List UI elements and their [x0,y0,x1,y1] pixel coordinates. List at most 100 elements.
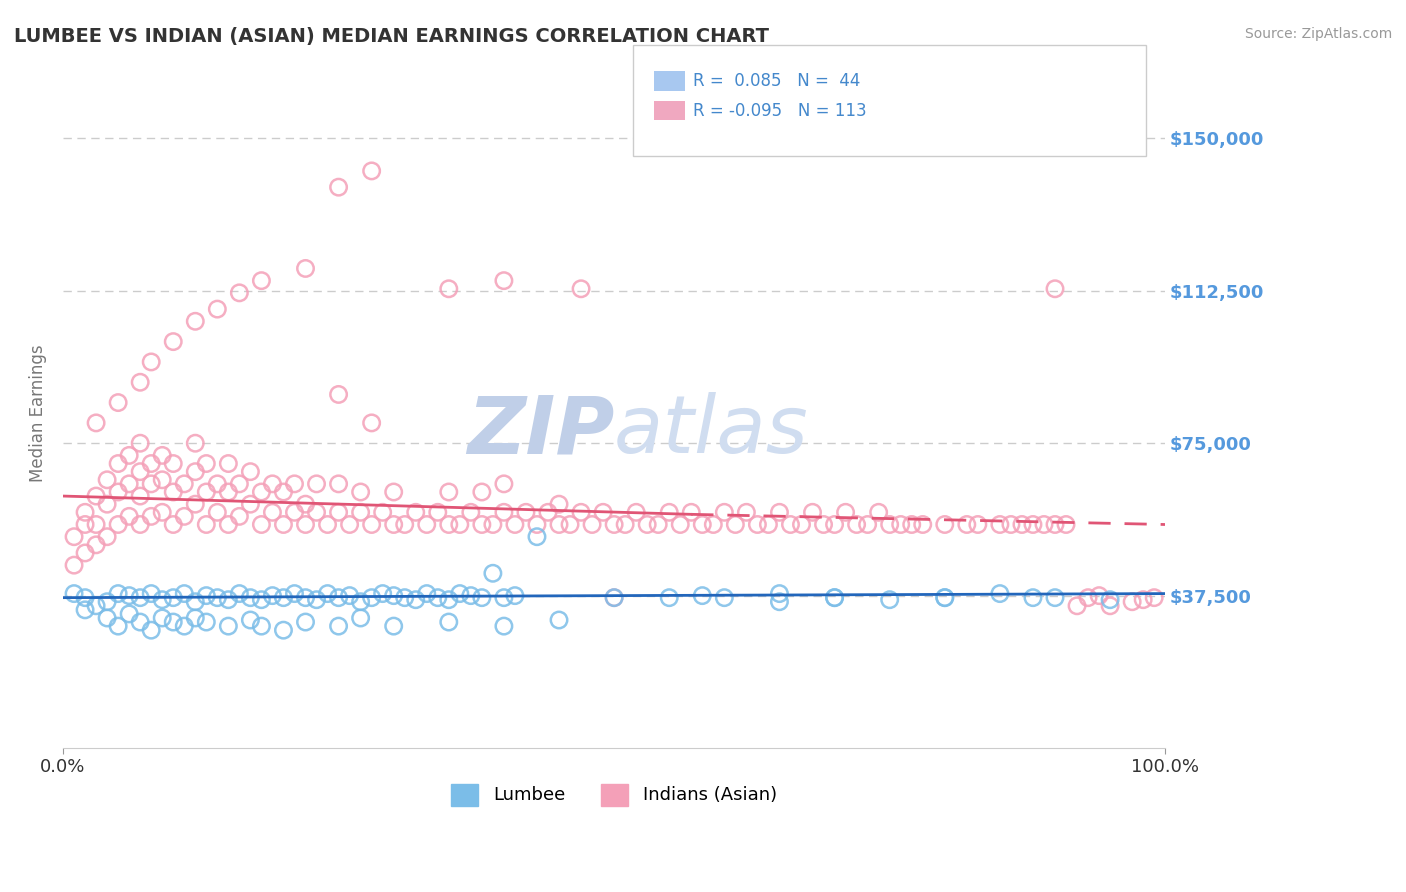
Point [879,592,901,607]
Point [173,476,195,491]
Point [217,592,239,607]
Point [162,485,184,500]
Point [207,476,229,491]
Point [681,505,703,519]
Point [394,591,416,605]
Point [813,517,835,532]
Point [548,497,571,511]
Point [868,505,890,519]
Point [294,615,316,629]
Point [129,376,152,390]
Point [371,505,394,519]
Point [1043,591,1066,605]
Point [173,619,195,633]
Point [856,517,879,532]
Point [328,180,350,194]
Point [316,586,339,600]
Point [437,615,460,629]
Point [273,485,295,500]
Point [349,505,371,519]
Point [437,517,460,532]
Point [360,517,382,532]
Point [184,595,207,609]
Point [471,485,494,500]
Point [328,591,350,605]
Point [1077,591,1099,605]
Point [228,509,250,524]
Point [162,591,184,605]
Point [217,457,239,471]
Point [141,623,163,637]
Point [624,505,647,519]
Text: R =  0.085   N =  44: R = 0.085 N = 44 [693,72,860,90]
Point [658,505,681,519]
Point [1088,589,1111,603]
Point [305,505,328,519]
Point [250,517,273,532]
Point [129,591,152,605]
Point [207,591,229,605]
Point [173,509,195,524]
Point [63,586,86,600]
Point [283,505,305,519]
Point [107,517,129,532]
Point [328,619,350,633]
Point [956,517,979,532]
Point [162,517,184,532]
Point [614,517,637,532]
Point [1043,517,1066,532]
Point [934,591,956,605]
Point [305,592,328,607]
Point [328,505,350,519]
Point [515,505,537,519]
Point [184,465,207,479]
Point [118,476,141,491]
Point [75,505,97,519]
Point [492,591,515,605]
Point [692,517,714,532]
Point [63,558,86,573]
Point [503,589,526,603]
Point [1132,592,1154,607]
Text: LUMBEE VS INDIAN (ASIAN) MEDIAN EARNINGS CORRELATION CHART: LUMBEE VS INDIAN (ASIAN) MEDIAN EARNINGS… [14,27,769,45]
Point [129,465,152,479]
Point [471,591,494,605]
Point [129,489,152,503]
Point [988,586,1011,600]
Point [96,611,118,625]
Point [273,517,295,532]
Point [1043,282,1066,296]
Point [537,505,560,519]
Point [63,530,86,544]
Point [460,505,482,519]
Point [84,599,107,613]
Point [1099,592,1122,607]
Point [724,517,747,532]
Point [150,449,173,463]
Point [239,591,262,605]
Point [217,517,239,532]
Point [118,589,141,603]
Point [273,591,295,605]
Point [273,623,295,637]
Point [84,517,107,532]
Point [294,591,316,605]
Point [768,586,790,600]
Point [900,517,922,532]
Point [118,509,141,524]
Point [283,476,305,491]
Point [371,586,394,600]
Point [1054,517,1077,532]
Point [492,476,515,491]
Point [262,505,284,519]
Point [96,595,118,609]
Point [834,505,856,519]
Point [349,595,371,609]
Point [75,517,97,532]
Point [305,476,328,491]
Point [360,416,382,430]
Point [1099,599,1122,613]
Point [747,517,769,532]
Point [603,591,626,605]
Point [382,619,405,633]
